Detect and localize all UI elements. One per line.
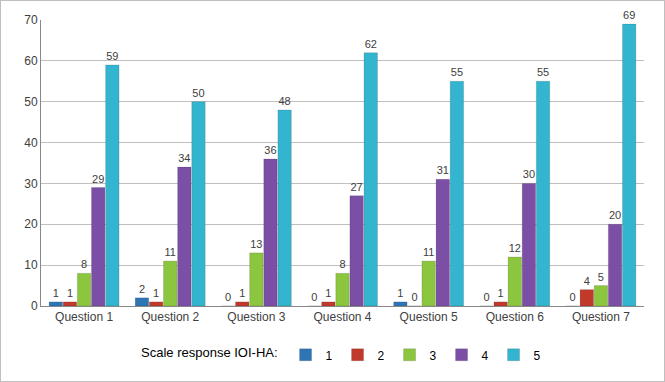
svg-text:Question 7: Question 7 <box>572 310 630 324</box>
svg-text:48: 48 <box>278 95 290 107</box>
svg-text:1: 1 <box>325 287 331 299</box>
svg-text:1: 1 <box>153 287 159 299</box>
svg-text:20: 20 <box>609 209 621 221</box>
svg-text:13: 13 <box>250 238 262 250</box>
svg-text:8: 8 <box>339 258 345 270</box>
svg-text:0: 0 <box>311 291 317 303</box>
svg-text:10: 10 <box>24 258 38 272</box>
svg-text:36: 36 <box>264 144 276 156</box>
svg-text:1: 1 <box>397 287 403 299</box>
svg-text:Question 2: Question 2 <box>141 310 199 324</box>
svg-text:59: 59 <box>106 50 118 62</box>
svg-text:0: 0 <box>570 291 576 303</box>
svg-text:12: 12 <box>509 242 521 254</box>
svg-text:1: 1 <box>67 287 73 299</box>
svg-text:55: 55 <box>451 66 463 78</box>
svg-text:Question 5: Question 5 <box>400 310 458 324</box>
svg-text:0: 0 <box>483 291 489 303</box>
svg-text:20: 20 <box>24 217 38 231</box>
svg-text:4: 4 <box>584 275 590 287</box>
svg-text:69: 69 <box>623 9 635 21</box>
svg-text:27: 27 <box>351 181 363 193</box>
svg-text:1: 1 <box>326 349 333 363</box>
svg-text:0: 0 <box>31 299 38 313</box>
svg-text:11: 11 <box>164 246 175 258</box>
svg-text:Question 1: Question 1 <box>55 310 113 324</box>
svg-text:4: 4 <box>482 349 489 363</box>
svg-text:1: 1 <box>498 287 504 299</box>
svg-text:5: 5 <box>534 349 541 363</box>
svg-text:30: 30 <box>24 177 38 191</box>
svg-text:Scale response IOI-HA:: Scale response IOI-HA: <box>141 345 278 360</box>
svg-text:29: 29 <box>92 173 104 185</box>
svg-text:1: 1 <box>239 287 245 299</box>
svg-text:2: 2 <box>139 283 145 295</box>
svg-text:31: 31 <box>437 164 449 176</box>
svg-text:Question 3: Question 3 <box>227 310 285 324</box>
svg-text:11: 11 <box>423 246 434 258</box>
svg-text:3: 3 <box>430 349 437 363</box>
svg-text:70: 70 <box>24 13 38 27</box>
svg-text:1: 1 <box>53 287 59 299</box>
svg-text:55: 55 <box>537 66 549 78</box>
svg-text:5: 5 <box>598 271 604 283</box>
svg-text:Question 4: Question 4 <box>313 310 371 324</box>
svg-text:62: 62 <box>365 38 377 50</box>
svg-text:Question 6: Question 6 <box>486 310 544 324</box>
svg-text:40: 40 <box>24 136 38 150</box>
svg-text:30: 30 <box>523 168 535 180</box>
svg-text:0: 0 <box>411 291 417 303</box>
svg-text:60: 60 <box>24 54 38 68</box>
svg-text:0: 0 <box>225 291 231 303</box>
svg-text:50: 50 <box>192 87 204 99</box>
svg-text:2: 2 <box>378 349 385 363</box>
svg-text:50: 50 <box>24 95 38 109</box>
svg-text:34: 34 <box>178 152 190 164</box>
svg-text:8: 8 <box>81 258 87 270</box>
